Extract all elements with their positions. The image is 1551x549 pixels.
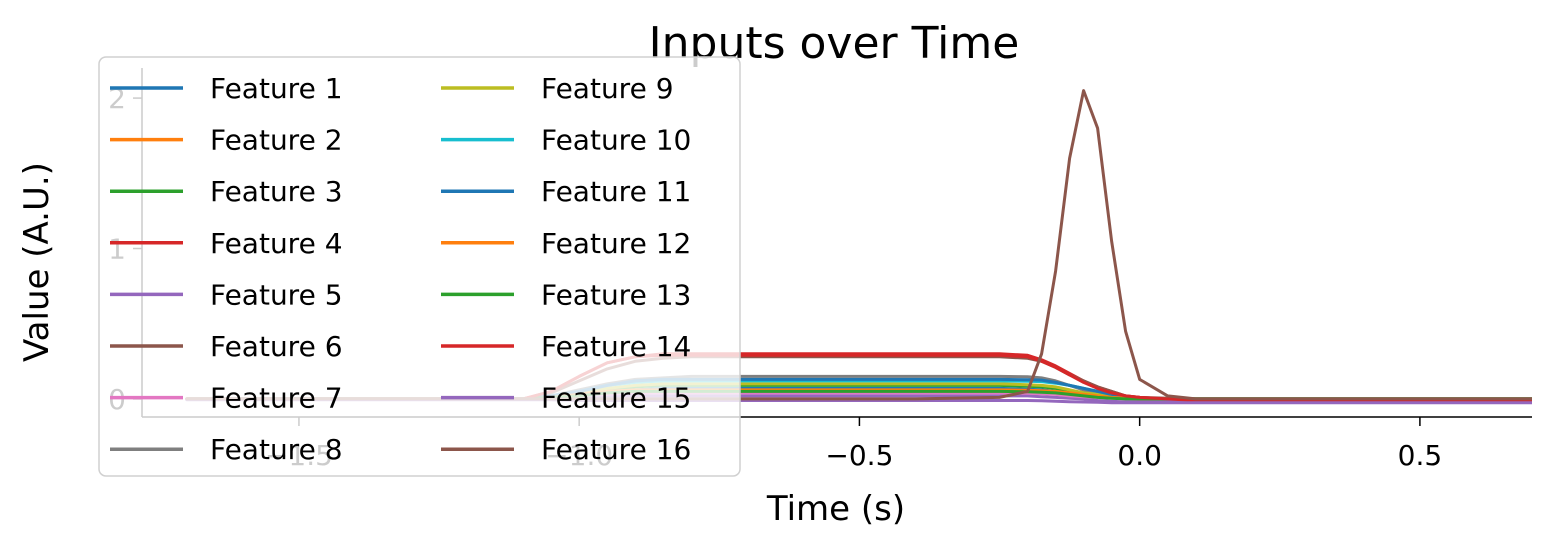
legend-label: Feature 1 bbox=[210, 72, 343, 105]
legend-label: Feature 9 bbox=[541, 72, 674, 105]
legend-label: Feature 8 bbox=[210, 433, 343, 466]
y-axis-label: Value (A.U.) bbox=[17, 162, 57, 362]
x-tick-label: 0.5 bbox=[1398, 439, 1443, 472]
legend-label: Feature 5 bbox=[210, 278, 343, 311]
legend-label: Feature 13 bbox=[541, 278, 691, 311]
legend-label: Feature 11 bbox=[541, 175, 691, 208]
legend: Feature 1 Feature 2 Feature 3 Feature 4 Feat… bbox=[98, 56, 741, 477]
legend-box bbox=[98, 56, 741, 477]
legend-label: Feature 3 bbox=[210, 175, 343, 208]
legend-label: Feature 12 bbox=[541, 227, 691, 260]
legend-label: Feature 2 bbox=[210, 124, 343, 157]
legend-label: Feature 16 bbox=[541, 433, 691, 466]
x-tick-label: 0.0 bbox=[1117, 439, 1162, 472]
x-axis-label: Time (s) bbox=[766, 489, 905, 529]
legend-label: Feature 6 bbox=[210, 330, 343, 363]
legend-label: Feature 15 bbox=[541, 382, 691, 415]
legend-label: Feature 14 bbox=[541, 330, 691, 363]
legend-label: Feature 4 bbox=[210, 227, 343, 260]
x-tick-label: −0.5 bbox=[825, 439, 893, 472]
legend-label: Feature 7 bbox=[210, 382, 343, 415]
legend-label: Feature 10 bbox=[541, 124, 691, 157]
